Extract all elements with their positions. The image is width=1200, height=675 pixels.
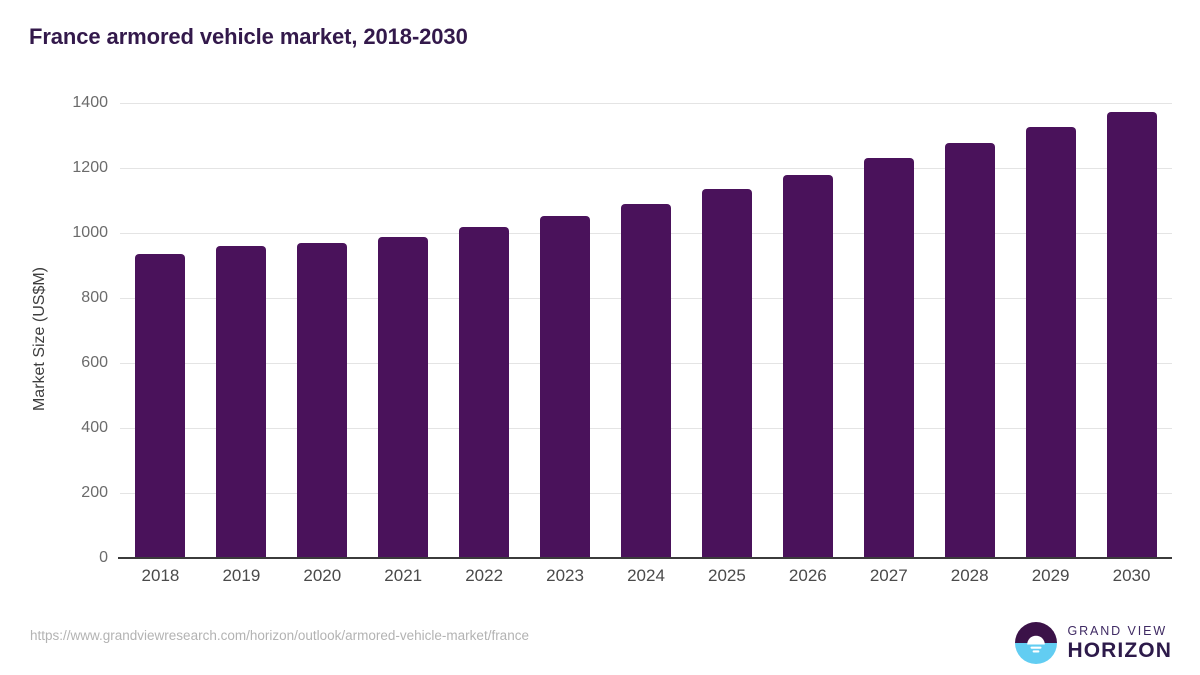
x-tick-label: 2024: [627, 566, 665, 585]
y-tick-label: 1200: [72, 159, 108, 176]
x-tick-label: 2021: [384, 566, 423, 585]
bar[interactable]: [297, 242, 348, 558]
y-tick-label: 800: [81, 289, 108, 306]
x-tick-label: 2025: [708, 566, 746, 585]
x-axis-line: [118, 557, 1172, 559]
y-tick-label: 0: [99, 549, 108, 566]
chart-plot-wrapper: Market Size (US$M) 0 200 400 600 800 1000 1200…: [31, 94, 1172, 585]
y-tick-label: 600: [81, 354, 108, 371]
x-tick-label: 2030: [1112, 566, 1151, 585]
brand-logo: GRAND VIEW HORIZON: [1014, 620, 1172, 666]
gridline: [120, 168, 1172, 169]
x-tick-label: 2022: [465, 566, 504, 585]
y-tick-label: 1400: [72, 94, 108, 111]
logo-wordmark: GRAND VIEW HORIZON: [1067, 625, 1172, 662]
x-tick-label: 2023: [546, 566, 584, 585]
bar[interactable]: [1025, 127, 1076, 558]
gridline: [120, 103, 1172, 104]
bar[interactable]: [459, 226, 510, 558]
bar[interactable]: [782, 174, 833, 558]
x-tick-label: 2028: [950, 566, 989, 585]
bar[interactable]: [701, 189, 752, 558]
plot-area: [120, 103, 1172, 558]
x-tick-label: 2029: [1031, 566, 1070, 585]
page-title: France armored vehicle market, 2018-2030: [29, 24, 468, 49]
x-tick-label: 2027: [869, 566, 908, 585]
bar[interactable]: [378, 236, 429, 558]
y-axis-ticks: 0 200 400 600 800 1000 1200 1400: [0, 0, 108, 675]
logo-line-2: HORIZON: [1067, 639, 1172, 663]
bar[interactable]: [540, 216, 591, 558]
x-tick-label: 2018: [141, 566, 180, 585]
x-tick-label: 2019: [222, 566, 261, 585]
x-tick-label: 2026: [788, 566, 827, 585]
bar[interactable]: [863, 158, 914, 558]
logo-line-1: GRAND VIEW: [1067, 623, 1168, 638]
y-tick-label: 200: [81, 484, 108, 501]
grand-view-horizon-logo-icon: [1014, 621, 1058, 665]
bar[interactable]: [944, 142, 995, 558]
bar[interactable]: [621, 203, 671, 558]
source-url: https://www.grandviewresearch.com/horizo…: [30, 628, 529, 643]
x-tick-label: 2020: [303, 566, 342, 585]
bar[interactable]: [216, 246, 267, 558]
bar[interactable]: [135, 254, 186, 558]
y-tick-label: 400: [81, 419, 108, 436]
bar[interactable]: [1106, 112, 1157, 558]
y-tick-label: 1000: [72, 224, 108, 241]
